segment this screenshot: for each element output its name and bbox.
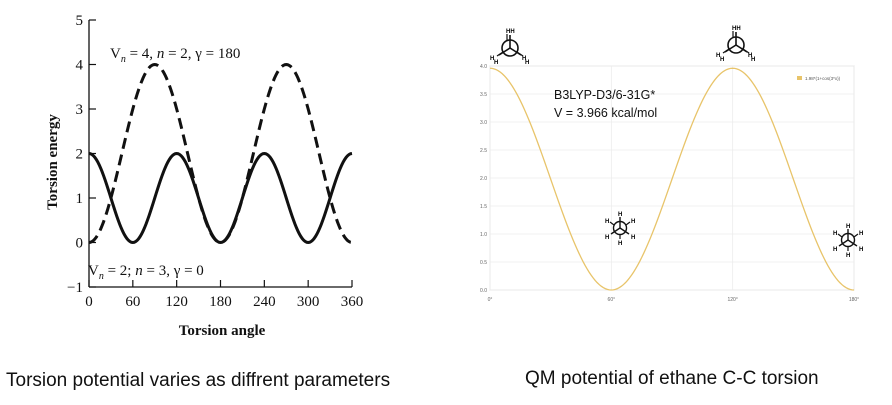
left-dashed-series-line: [88, 62, 353, 245]
svg-text:H: H: [859, 247, 863, 253]
svg-text:H: H: [605, 235, 609, 241]
svg-text:H: H: [605, 219, 609, 225]
right-caption: QM potential of ethane C-C torsion: [525, 368, 819, 389]
right-y-tick-label: 0.5: [480, 260, 487, 266]
svg-text:H: H: [522, 56, 526, 62]
right-chart-svg: 0.0 0.5 1.0 1.5 2.0 2.5 3.0 3.5 4.0 0° 60° 120° 180°…: [480, 26, 863, 303]
left-y-tick-label: 2: [76, 147, 84, 163]
svg-text:H: H: [618, 241, 622, 247]
right-x-tick-label: 180°: [849, 297, 859, 303]
svg-text:H: H: [846, 253, 850, 259]
right-y-tick-label: 1.0: [480, 232, 487, 238]
right-legend: 1.98*(1+cos(3*x)): [797, 76, 841, 81]
svg-text:H: H: [716, 53, 720, 59]
left-y-tick-label: 5: [76, 13, 84, 29]
staggered-ethane-newman-icon: H H H H H H: [605, 212, 635, 247]
legend-swatch: [797, 76, 802, 80]
right-y-tick-label: 0.0: [480, 288, 487, 294]
label-v: V: [110, 46, 121, 62]
svg-text:HH: HH: [506, 29, 515, 35]
left-y-tick-label: 1: [76, 191, 84, 207]
right-y-tick-label: 4.0: [480, 64, 487, 70]
svg-text:H: H: [631, 235, 635, 241]
label-v-subscript: n: [99, 271, 104, 282]
label-v: V: [88, 263, 99, 279]
right-y-tick-label: 3.5: [480, 92, 487, 98]
right-x-tick-label: 0°: [488, 297, 493, 303]
left-torsion-chart: −1 0 1 2 3 4 5 0 60 120 180 240 300 360 Torsion angle…: [0, 0, 400, 345]
svg-text:H: H: [525, 60, 529, 66]
svg-text:H: H: [494, 60, 498, 66]
label-n: n: [135, 263, 143, 279]
svg-text:HH: HH: [732, 26, 741, 32]
left-x-tick-label: 180: [209, 294, 232, 310]
right-y-tick-label: 1.5: [480, 204, 487, 210]
left-x-tick-label: 360: [341, 294, 364, 310]
label-part: = 3, γ = 0: [143, 263, 204, 279]
left-y-axis-label: Torsion energy: [45, 114, 61, 210]
right-ticks: 0.0 0.5 1.0 1.5 2.0 2.5 3.0 3.5 4.0 0° 60° 120° 180°: [480, 64, 859, 303]
left-solid-series-label: Vn = 2; n = 3, γ = 0: [88, 263, 204, 282]
legend-entry: 1.98*(1+cos(3*x)): [805, 76, 841, 81]
eclipsed-ethane-newman-icon: HH H H H H: [490, 29, 529, 66]
right-series-line: [489, 67, 855, 291]
label-v-subscript: n: [121, 54, 126, 65]
barrier-annotation: V = 3.966 kcal/mol: [554, 106, 657, 120]
right-series: [489, 67, 855, 291]
left-x-tick-label: 240: [253, 294, 276, 310]
left-x-tick-label: 0: [85, 294, 93, 310]
svg-text:H: H: [631, 219, 635, 225]
left-y-tick-label: 0: [76, 236, 84, 252]
eclipsed-ethane-newman-icon: HH H H H H: [716, 26, 755, 63]
left-x-tick-label: 120: [165, 294, 188, 310]
svg-text:H: H: [833, 247, 837, 253]
left-x-tick-label: 300: [297, 294, 320, 310]
label-n: n: [157, 46, 165, 62]
label-part: = 2, γ = 180: [164, 46, 240, 62]
left-y-tick-label: 4: [76, 58, 84, 74]
svg-text:H: H: [618, 212, 622, 218]
svg-text:H: H: [748, 53, 752, 59]
label-part: = 4,: [126, 46, 157, 62]
left-dashed-series-label: Vn = 4, n = 2, γ = 180: [110, 46, 240, 65]
right-x-tick-label: 120°: [727, 297, 737, 303]
right-qm-chart: 0.0 0.5 1.0 1.5 2.0 2.5 3.0 3.5 4.0 0° 60° 120° 180°…: [440, 0, 892, 345]
svg-text:H: H: [846, 224, 850, 230]
left-y-tick-label: −1: [67, 280, 83, 296]
svg-text:H: H: [720, 57, 724, 63]
right-y-tick-label: 2.5: [480, 148, 487, 154]
svg-text:H: H: [833, 231, 837, 237]
svg-text:H: H: [751, 57, 755, 63]
left-x-tick-label: 60: [125, 294, 140, 310]
left-caption: Torsion potential varies as diffrent par…: [6, 370, 391, 391]
label-part: = 2;: [104, 263, 135, 279]
left-x-axis-label: Torsion angle: [179, 323, 266, 339]
left-solid-series-line: [88, 151, 353, 245]
svg-text:H: H: [859, 231, 863, 237]
staggered-ethane-newman-icon: H H H H H H: [833, 224, 863, 259]
left-series: [88, 62, 353, 245]
right-y-tick-label: 2.0: [480, 176, 487, 182]
left-y-tick-label: 3: [76, 102, 84, 118]
method-annotation: B3LYP-D3/6-31G*: [554, 88, 655, 102]
right-x-tick-label: 60°: [608, 297, 616, 303]
svg-text:H: H: [490, 56, 494, 62]
right-y-tick-label: 3.0: [480, 120, 487, 126]
